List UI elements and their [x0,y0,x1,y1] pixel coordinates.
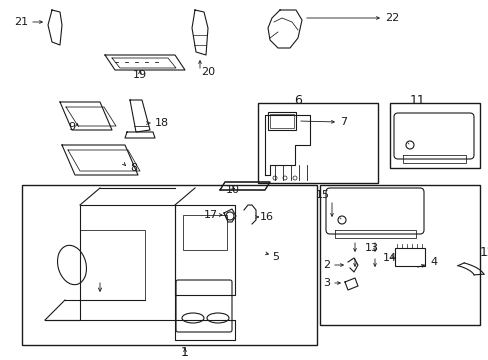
Text: 16: 16 [260,212,273,222]
Text: 11: 11 [409,94,425,107]
Text: 18: 18 [155,118,169,128]
Text: 8: 8 [130,163,137,173]
Text: 9: 9 [68,122,75,132]
Bar [183,215,226,250]
Text: 20: 20 [201,67,215,77]
Text: 13: 13 [364,243,378,253]
Text: 7: 7 [339,117,346,127]
Text: 19: 19 [133,70,147,80]
Text: 5: 5 [271,252,279,262]
Bar [269,114,293,128]
Bar [394,248,424,266]
Bar [175,205,235,295]
Text: 12: 12 [479,246,488,258]
Bar [267,112,295,130]
Text: 14: 14 [382,253,396,263]
Text: 4: 4 [429,257,436,267]
Text: 6: 6 [293,94,301,107]
Bar [389,103,479,168]
Bar [22,185,316,345]
Text: 10: 10 [225,185,240,195]
Bar [319,185,479,325]
Text: 15: 15 [315,190,329,200]
Text: 21: 21 [14,17,28,27]
Text: 2: 2 [322,260,329,270]
Text: 1: 1 [181,346,188,359]
Text: 22: 22 [384,13,398,23]
Text: 17: 17 [203,210,218,220]
Text: 3: 3 [323,278,329,288]
Bar [258,103,377,183]
